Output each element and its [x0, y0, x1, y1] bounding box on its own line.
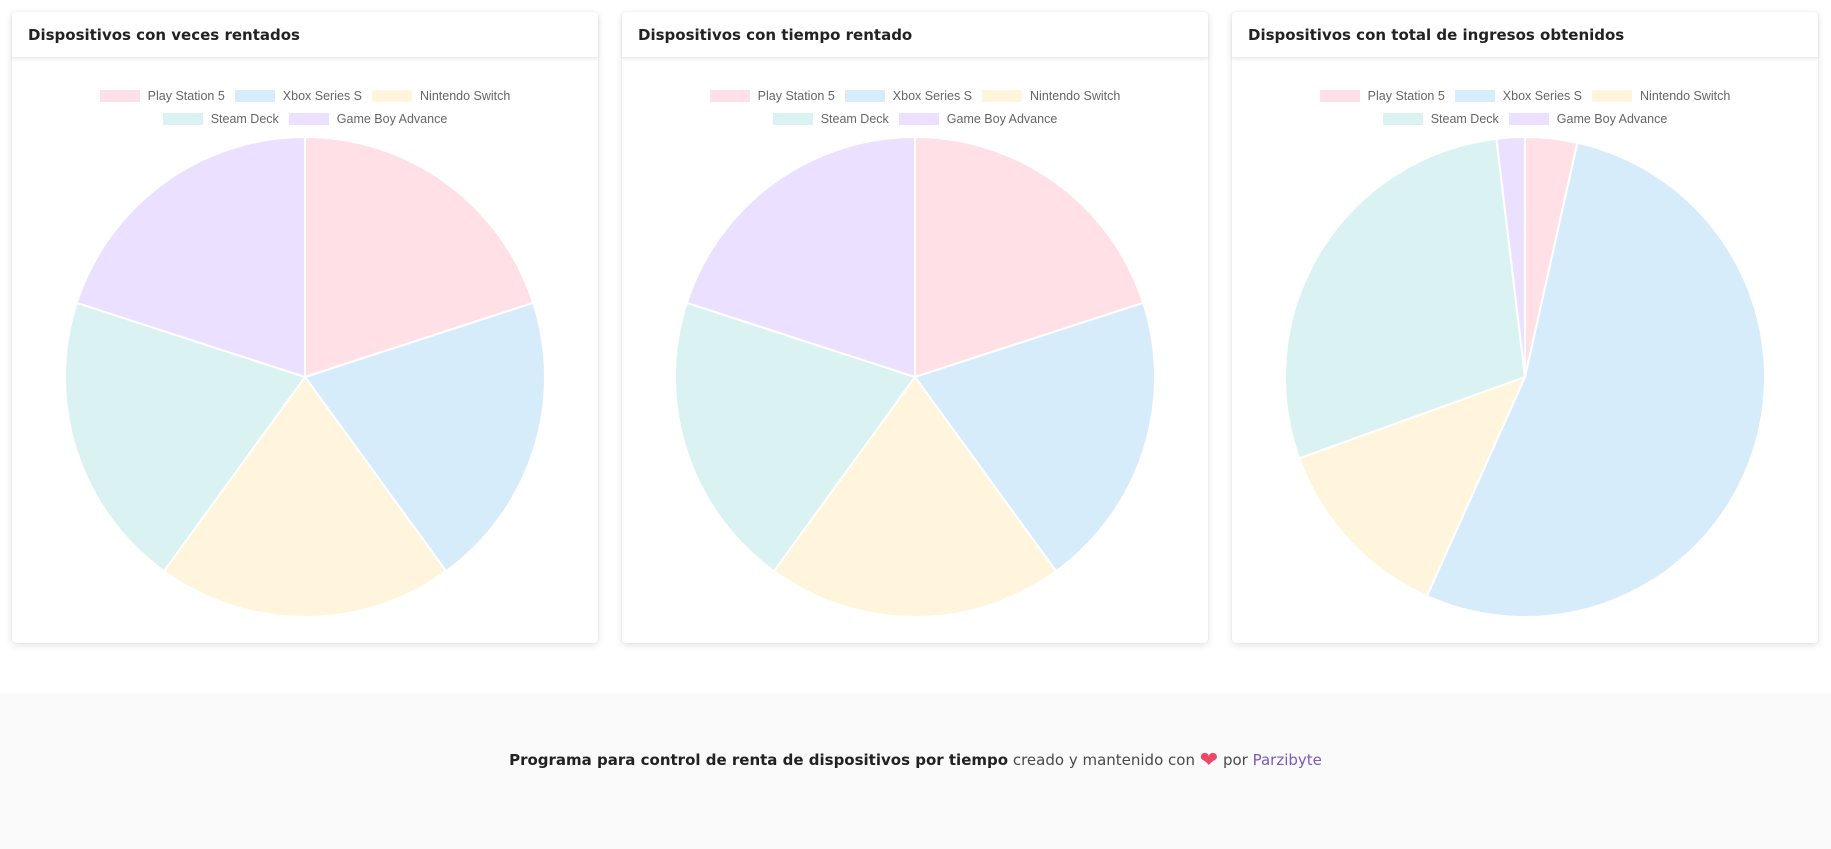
legend-item[interactable]: Nintendo Switch: [1592, 88, 1730, 103]
pie-slice-nintendo-switch[interactable]: [1297, 375, 1527, 598]
legend-label: Game Boy Advance: [336, 111, 448, 126]
legend-item[interactable]: Play Station 5: [99, 88, 225, 103]
legend-label: Steam Deck: [210, 111, 279, 126]
legend-swatch: [898, 112, 939, 125]
legend-item[interactable]: Xbox Series S: [1454, 88, 1583, 103]
legend-swatch: [1508, 112, 1549, 125]
footer-por: por: [1222, 751, 1248, 769]
chart-legend: Play Station 5 Xbox Series S Nintendo Swit…: [12, 88, 598, 126]
legend-item[interactable]: Play Station 5: [709, 88, 835, 103]
pie-slice-nintendo-switch[interactable]: [772, 375, 1058, 618]
legend-swatch: [99, 89, 140, 102]
legend-item[interactable]: Game Boy Advance: [288, 111, 448, 126]
author-link[interactable]: Parzibyte: [1252, 751, 1322, 769]
pie-slice-xbox-series-s[interactable]: [303, 301, 546, 573]
legend-label: Nintendo Switch: [420, 88, 511, 103]
legend-label: Xbox Series S: [282, 88, 363, 103]
footer: Programa para control de renta de dispos…: [0, 693, 1831, 849]
chart-card: Dispositivos con total de ingresos obten…: [1232, 12, 1818, 643]
legend-label: Game Boy Advance: [946, 111, 1058, 126]
pie-slice-game-boy-advance[interactable]: [75, 135, 306, 379]
chart-card: Dispositivos con tiempo rentado Play Stat…: [622, 12, 1208, 643]
legend-swatch: [772, 112, 813, 125]
legend-item[interactable]: Xbox Series S: [234, 88, 363, 103]
pie-slice-steam-deck[interactable]: [674, 301, 917, 573]
legend-swatch: [372, 89, 413, 102]
chart-legend: Play Station 5 Xbox Series S Nintendo Swit…: [622, 88, 1208, 126]
legend-label: Play Station 5: [757, 88, 835, 103]
chart-title: Dispositivos con veces rentados: [12, 12, 598, 58]
pie-chart: [674, 135, 1156, 618]
footer-text: Programa para control de renta de dispos…: [0, 748, 1831, 773]
legend-swatch: [1382, 112, 1423, 125]
legend-item[interactable]: Nintendo Switch: [982, 88, 1120, 103]
legend-item[interactable]: Game Boy Advance: [898, 111, 1058, 126]
legend-swatch: [288, 112, 329, 125]
pie-chart: [1284, 135, 1766, 618]
legend-label: Game Boy Advance: [1556, 111, 1668, 126]
legend-label: Xbox Series S: [1502, 88, 1583, 103]
legend-item[interactable]: Steam Deck: [772, 111, 889, 126]
legend-swatch: [982, 89, 1023, 102]
legend-item[interactable]: Game Boy Advance: [1508, 111, 1668, 126]
chart-card: Dispositivos con veces rentados Play Stat…: [12, 12, 598, 643]
pie-slice-steam-deck[interactable]: [64, 301, 307, 573]
legend-swatch: [709, 89, 750, 102]
legend-swatch: [1592, 89, 1633, 102]
legend-swatch: [1454, 89, 1495, 102]
pie-slice-game-boy-advance[interactable]: [685, 135, 916, 379]
legend-swatch: [844, 89, 885, 102]
legend-label: Nintendo Switch: [1030, 88, 1121, 103]
heart-icon: ❤: [1199, 748, 1219, 773]
pie-slice-play-station-5[interactable]: [914, 135, 1145, 379]
legend-item[interactable]: Steam Deck: [1382, 111, 1499, 126]
footer-middle: creado y mantenido con: [1012, 751, 1195, 769]
pie-slice-steam-deck[interactable]: [1284, 137, 1527, 460]
legend-label: Xbox Series S: [892, 88, 973, 103]
chart-legend: Play Station 5 Xbox Series S Nintendo Swit…: [1232, 88, 1818, 126]
legend-item[interactable]: Steam Deck: [162, 111, 279, 126]
pie-slice-game-boy-advance[interactable]: [1495, 135, 1526, 378]
pie-slice-xbox-series-s[interactable]: [1425, 141, 1766, 618]
legend-label: Steam Deck: [1430, 111, 1499, 126]
pie-slice-xbox-series-s[interactable]: [913, 301, 1156, 573]
legend-swatch: [1319, 89, 1360, 102]
legend-swatch: [234, 89, 275, 102]
legend-item[interactable]: Play Station 5: [1319, 88, 1445, 103]
pie-chart: [64, 135, 546, 618]
legend-label: Nintendo Switch: [1640, 88, 1731, 103]
legend-label: Play Station 5: [1367, 88, 1445, 103]
legend-item[interactable]: Xbox Series S: [844, 88, 973, 103]
legend-label: Play Station 5: [147, 88, 225, 103]
chart-title: Dispositivos con tiempo rentado: [622, 12, 1208, 58]
pie-slice-play-station-5[interactable]: [304, 135, 535, 379]
legend-label: Steam Deck: [820, 111, 889, 126]
chart-title: Dispositivos con total de ingresos obten…: [1232, 12, 1818, 58]
footer-program-name: Programa para control de renta de dispos…: [509, 751, 1009, 769]
pie-slice-nintendo-switch[interactable]: [162, 375, 448, 618]
legend-swatch: [162, 112, 203, 125]
legend-item[interactable]: Nintendo Switch: [372, 88, 510, 103]
